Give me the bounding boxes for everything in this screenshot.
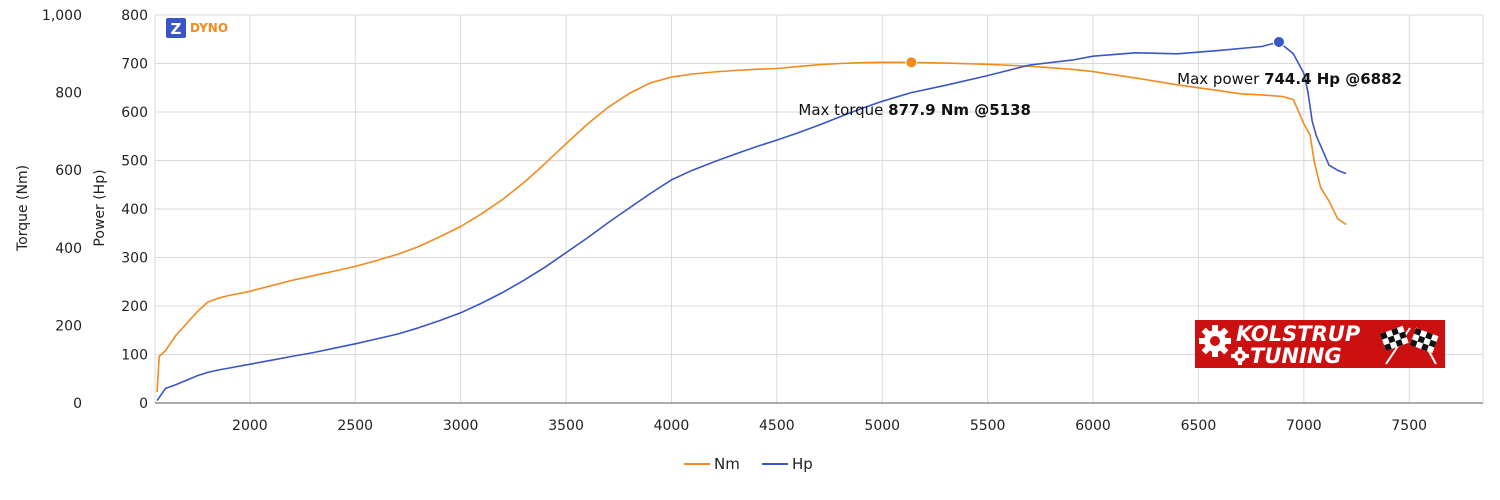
power-tick-label: 700: [121, 57, 148, 73]
x-tick-label: 7500: [1391, 418, 1427, 434]
x-tick-label: 5000: [864, 418, 900, 434]
power-tick-label: 0: [139, 396, 148, 412]
dyno-brand: Z DYNO: [166, 18, 228, 38]
brand-badge: [166, 18, 186, 38]
legend-label-hp: Hp: [792, 455, 813, 473]
legend-item-hp[interactable]: Hp: [762, 455, 813, 473]
x-tick-label: 2000: [232, 418, 268, 434]
power-tick-label: 800: [121, 8, 148, 24]
peak-label-prefix: Max torque: [798, 101, 888, 119]
small-gear-icon: [1231, 347, 1249, 365]
power-tick-label: 600: [121, 105, 148, 121]
legend-item-nm[interactable]: Nm: [684, 455, 740, 473]
x-tick-label: 7000: [1286, 418, 1322, 434]
kolstrup-tuning-logo: KOLSTRUP TUNING: [1195, 320, 1445, 368]
power-axis-label: Power (Hp): [92, 169, 108, 246]
power-tick-label: 100: [121, 348, 148, 364]
peak-label-prefix: Max power: [1177, 70, 1264, 88]
gear-icon: [1199, 325, 1231, 357]
legend: Nm Hp: [684, 455, 813, 473]
logo-line2: TUNING: [1250, 344, 1342, 368]
peak-label-nm: Max torque 877.9 Nm @5138: [798, 101, 1031, 119]
series-lines: [156, 41, 1347, 402]
peak-marker-hp: [1272, 35, 1285, 48]
x-tick-label: 4000: [654, 418, 690, 434]
power-tick-label: 200: [121, 299, 148, 315]
x-tick-label: 3000: [443, 418, 479, 434]
torque-tick-label: 600: [55, 163, 82, 179]
brand-name: DYNO: [190, 21, 228, 35]
torque-tick-label: 0: [73, 396, 82, 412]
peak-label-value: 744.4 Hp @6882: [1264, 70, 1402, 88]
series-line-hp: [156, 41, 1347, 402]
series-line-nm: [156, 61, 1347, 393]
power-tick-label: 300: [121, 251, 148, 267]
power-tick-label: 500: [121, 154, 148, 170]
peak-marker-nm: [905, 56, 918, 69]
power-tick-label: 400: [121, 202, 148, 218]
x-tick-labels: 2000 2500 3000 3500 4000 4500 5000 5500 6000 6500…: [232, 418, 1427, 434]
x-tick-label: 5500: [970, 418, 1006, 434]
x-tick-label: 6500: [1181, 418, 1217, 434]
torque-tick-label: 400: [55, 241, 82, 257]
x-tick-label: 6000: [1075, 418, 1111, 434]
peak-label-value: 877.9 Nm @5138: [888, 101, 1031, 119]
torque-tick-label: 1,000: [42, 8, 82, 24]
annotations: Max torque 877.9 Nm @5138 Max power 744.4…: [798, 35, 1402, 119]
power-axis-ticks: 0 100 200 300 400 500 600 700 800: [121, 8, 148, 412]
legend-label-nm: Nm: [714, 455, 740, 473]
brand-badge-letter: Z: [171, 20, 182, 38]
logo-line1: KOLSTRUP: [1236, 322, 1361, 346]
x-tick-label: 4500: [759, 418, 795, 434]
checkered-flags-icon: [1380, 325, 1439, 365]
x-tick-label: 3500: [548, 418, 584, 434]
torque-axis-label: Torque (Nm): [15, 165, 31, 252]
torque-axis-ticks: 0 200 400 600 800 1,000: [42, 8, 82, 412]
x-tick-label: 2500: [337, 418, 373, 434]
peak-label-hp: Max power 744.4 Hp @6882: [1177, 70, 1402, 88]
torque-tick-label: 800: [55, 86, 82, 102]
torque-tick-label: 200: [55, 318, 82, 334]
